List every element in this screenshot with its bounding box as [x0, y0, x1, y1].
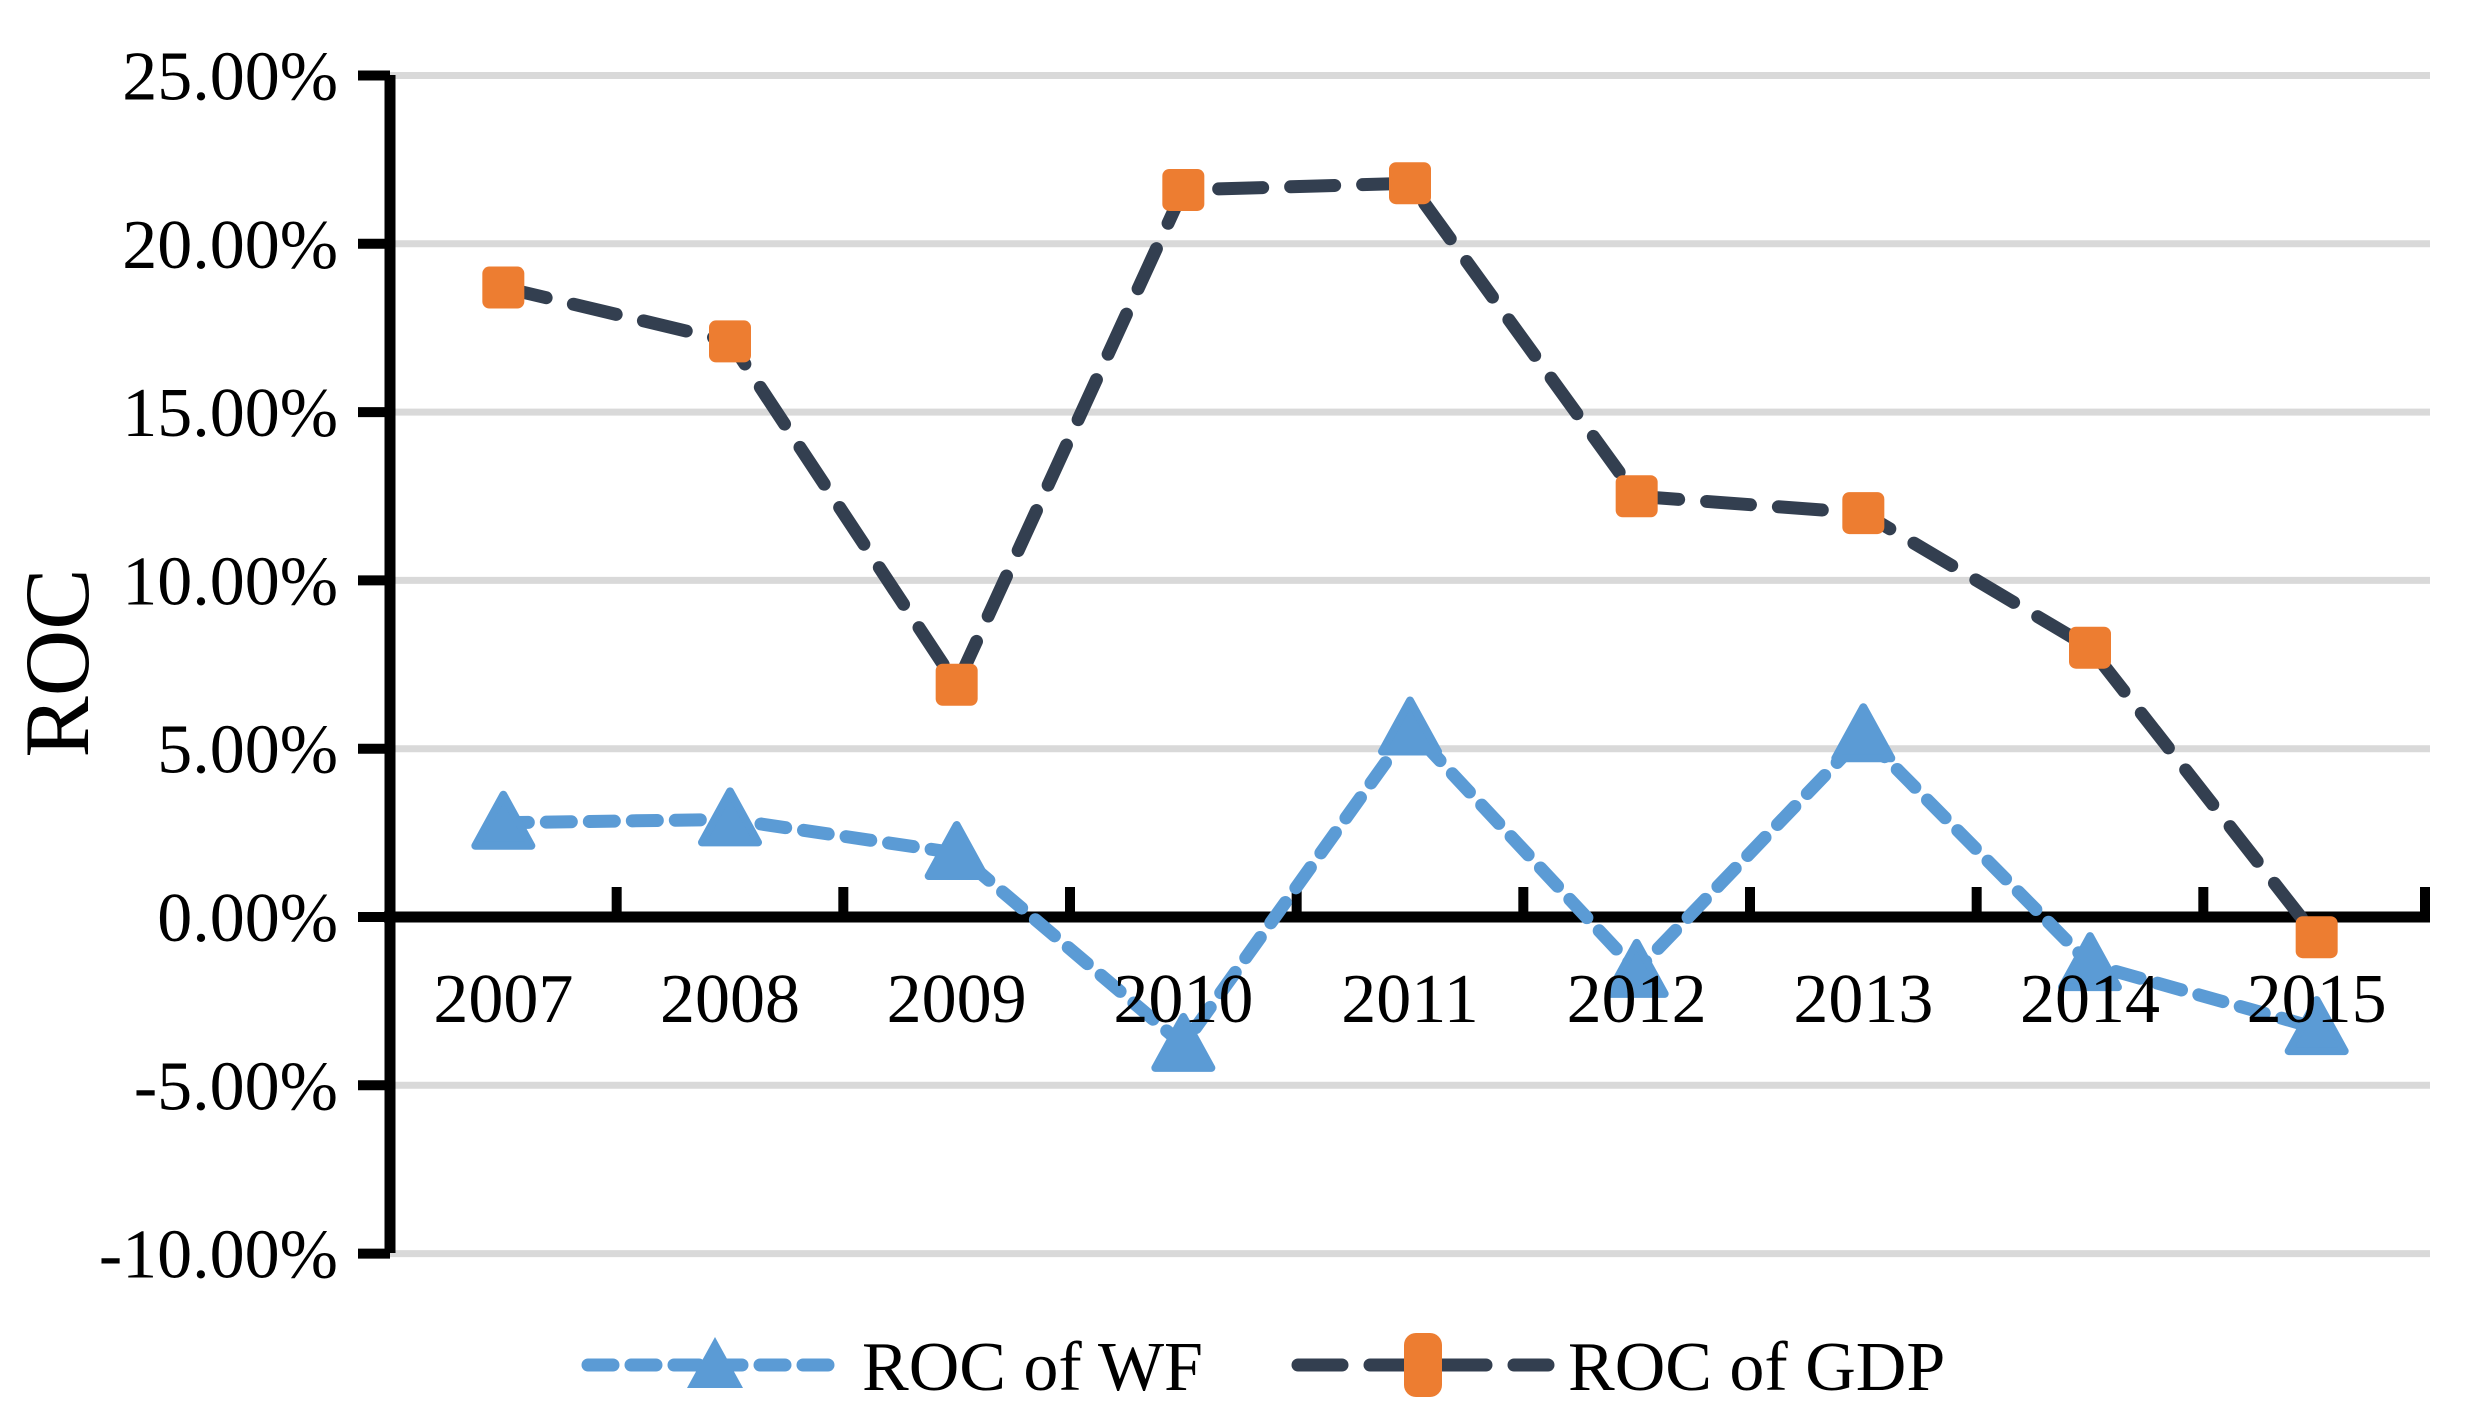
legend-item-roc-of-wf: ROC of WF: [581, 1329, 1203, 1406]
x-tick-label: 2010: [1113, 961, 1253, 1038]
marker-triangle-2008: [698, 787, 762, 847]
x-tick-label: 2008: [660, 961, 800, 1038]
marker-triangle-2014: [2058, 932, 2122, 992]
y-tick-label: 5.00%: [157, 712, 338, 789]
y-tick-label: 15.00%: [122, 375, 338, 452]
x-tick-label: 2012: [1567, 961, 1707, 1038]
marker-square-2008: [709, 320, 751, 363]
marker-square-2010: [1162, 168, 1205, 211]
marker-triangle-2010: [1151, 1012, 1216, 1072]
marker-square-2011: [1389, 162, 1431, 205]
legend-wf-label: ROC of WF: [862, 1329, 1203, 1406]
y-tick-label: 10.00%: [122, 543, 338, 620]
marker-square-2014: [2069, 626, 2111, 669]
y-tick-label: 0.00%: [157, 880, 338, 957]
y-tick-label: 25.00%: [122, 39, 338, 116]
marker-triangle-2011: [1378, 696, 1442, 756]
marker-square-2013: [1842, 492, 1885, 535]
y-axis-title: ROC: [6, 568, 108, 757]
marker-triangle-2013: [1831, 703, 1896, 763]
marker-square-2009: [935, 663, 978, 706]
y-tick-label: -5.00%: [134, 1048, 338, 1125]
x-axis-tick-labels: 2007 2008 2009 2010 2011 2012 2013 2014 2015: [433, 961, 2386, 1038]
axes: [358, 70, 2430, 1259]
data-series: [471, 162, 2349, 1072]
marker-triangle-2015: [2284, 996, 2349, 1056]
y-tick-label: -10.00%: [99, 1217, 338, 1294]
legend: ROC of WF ROC of GDP: [581, 1329, 1945, 1406]
x-tick-label: 2009: [887, 961, 1027, 1038]
x-tick-label: 2007: [433, 961, 573, 1038]
marker-square-2012: [1615, 475, 1658, 518]
y-axis-tick-labels: 25.00% 20.00% 15.00% 10.00% 5.00% 0.00% -5.00%…: [99, 39, 338, 1294]
legend-gdp-label: ROC of GDP: [1568, 1329, 1945, 1406]
x-tick-label: 2015: [2247, 961, 2387, 1038]
x-tick-label: 2013: [1793, 961, 1933, 1038]
marker-triangle-2012: [1604, 938, 1669, 998]
marker-triangle-2007: [471, 790, 536, 850]
gridlines: [390, 72, 2430, 1258]
legend-gdp-square-marker: [1404, 1333, 1442, 1397]
marker-triangle-2009: [924, 821, 989, 881]
x-tick-label: 2014: [2020, 961, 2160, 1038]
marker-square-2015: [2295, 916, 2338, 959]
marker-square-2007: [482, 266, 525, 309]
y-tick-label: 20.00%: [122, 207, 338, 284]
legend-item-roc-of-gdp: ROC of GDP: [1291, 1329, 1945, 1406]
legend-wf-triangle-marker: [687, 1337, 743, 1388]
x-tick-label: 2011: [1341, 961, 1478, 1038]
